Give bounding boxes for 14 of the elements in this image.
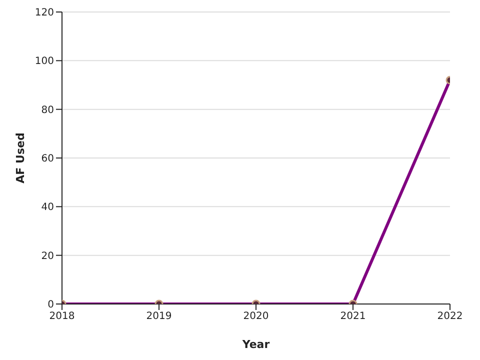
- x-tick-label: 2022: [437, 311, 463, 322]
- x-axis-title: Year: [241, 338, 270, 351]
- x-tick-label: 2020: [243, 311, 269, 322]
- y-tick-label: 60: [41, 154, 54, 165]
- y-tick-label: 120: [34, 8, 54, 19]
- x-tick-label: 2021: [340, 311, 366, 322]
- y-tick-label: 40: [41, 202, 54, 214]
- x-tick-label: 2019: [146, 311, 172, 322]
- y-tick-label: 80: [41, 104, 54, 116]
- y-tick-label: 100: [34, 56, 54, 68]
- y-tick-label: 20: [41, 250, 54, 262]
- y-axis-title: AF Used: [14, 132, 27, 184]
- x-tick-label: 2018: [49, 311, 75, 322]
- y-tick-label: 0: [48, 300, 54, 311]
